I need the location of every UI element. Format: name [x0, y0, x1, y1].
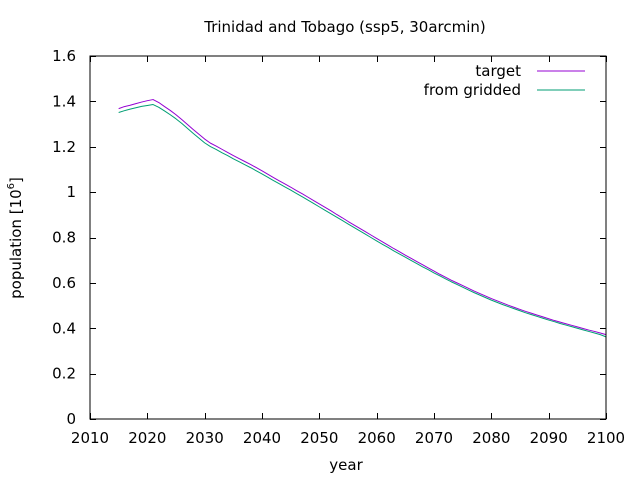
x-tick-label: 2050 [300, 429, 338, 447]
x-tick-label: 2080 [472, 429, 510, 447]
x-tick-label: 2040 [243, 429, 281, 447]
y-axis-label: population [106] [6, 177, 25, 299]
legend: target from gridded [424, 62, 585, 99]
y-tick-label: 1.2 [52, 138, 76, 156]
x-tick-label: 2020 [128, 429, 166, 447]
x-tick-label: 2070 [415, 429, 453, 447]
y-axis-label-exponent: 6 [6, 183, 17, 189]
legend-label-target: target [475, 62, 521, 80]
y-tick-label: 0 [66, 410, 76, 428]
y-tick-label: 0.4 [52, 319, 76, 337]
legend-label-from-gridded: from gridded [424, 81, 521, 99]
y-tick-label: 0.6 [52, 274, 76, 292]
series-layer [118, 99, 607, 338]
y-tick-label: 0.8 [52, 229, 76, 247]
series-line-from-gridded [118, 104, 607, 338]
y-tick-label: 1.6 [52, 47, 76, 65]
x-tick-label: 2100 [587, 429, 625, 447]
chart-title: Trinidad and Tobago (ssp5, 30arcmin) [203, 18, 486, 36]
y-axis-label-close: ] [7, 177, 25, 183]
x-tick-label: 2090 [530, 429, 568, 447]
x-tick-label: 2010 [71, 429, 109, 447]
y-axis-label-main: population [10 [7, 189, 25, 299]
y-tick-label: 1 [66, 183, 76, 201]
x-tick-label: 2060 [358, 429, 396, 447]
ticks-layer: 2010 2020 2030 2040 2050 2060 2070 2080 2090 2100… [52, 47, 625, 447]
series-line-target [118, 99, 607, 336]
x-axis-label: year [329, 456, 363, 474]
y-tick-label: 0.2 [52, 365, 76, 383]
x-tick-label: 2030 [186, 429, 224, 447]
y-tick-label: 1.4 [52, 92, 76, 110]
plot-frame [89, 55, 607, 420]
